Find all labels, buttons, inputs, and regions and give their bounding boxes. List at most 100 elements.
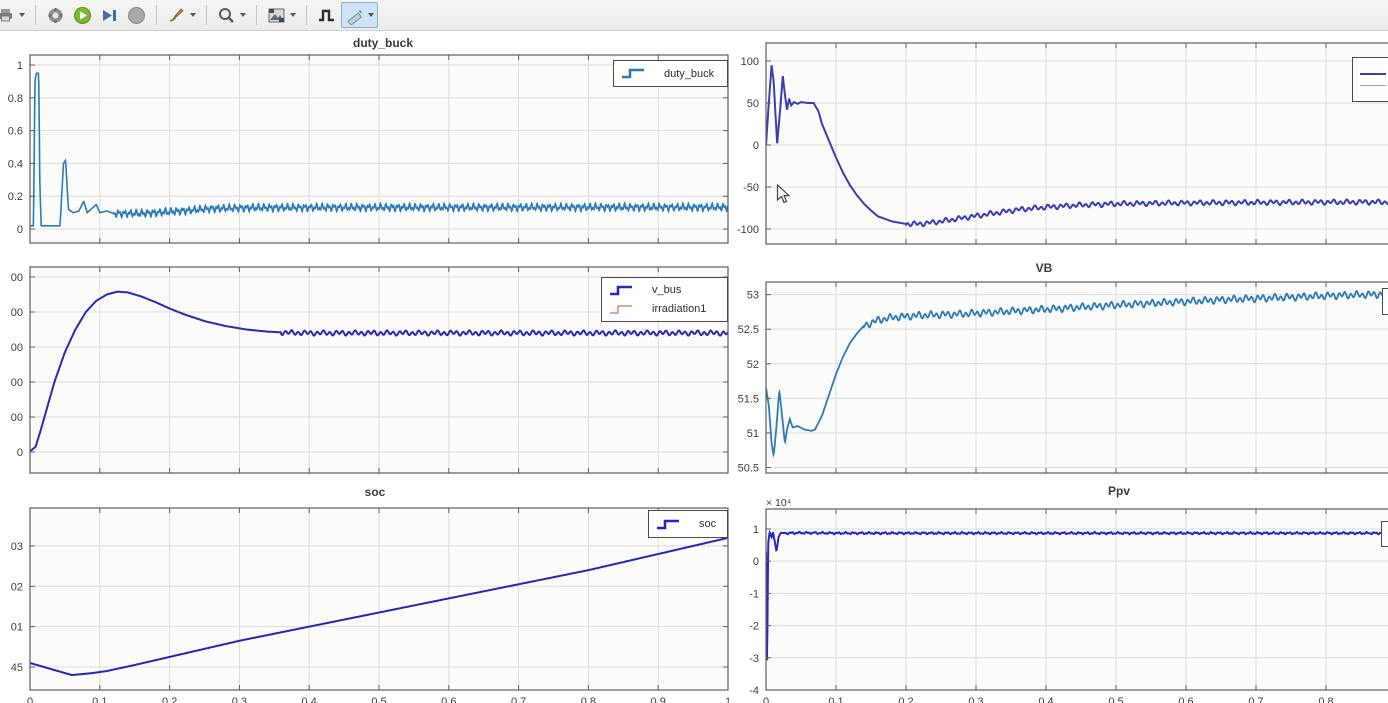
legend-entry: duty_buck xyxy=(620,64,721,83)
measure-button[interactable] xyxy=(341,2,378,28)
y-tick-label: -1 xyxy=(749,588,759,600)
stair-line-icon xyxy=(655,518,681,531)
x-tick-label: 0.5 xyxy=(1108,696,1123,703)
series-signal xyxy=(766,65,1388,228)
plot-series-soc xyxy=(30,536,728,677)
y-tick-label: 0 xyxy=(17,447,23,459)
plot-title-duty-buck: duty_buck xyxy=(352,36,414,50)
y-tick-label: 03 xyxy=(11,541,23,553)
x-tick-label: 0.2 xyxy=(162,696,177,703)
x-tick-label: 1 xyxy=(725,696,731,703)
y-tick-label: 50.5 xyxy=(738,463,759,475)
legend-ppv-clipped[interactable] xyxy=(1381,521,1388,547)
y-tick-label: 0 xyxy=(17,224,23,236)
y-tick-label: 0.6 xyxy=(8,126,23,138)
play-icon xyxy=(74,6,91,24)
trigger-button[interactable] xyxy=(314,3,339,27)
y-tick-label: -50 xyxy=(743,182,759,194)
stop-button[interactable] xyxy=(124,3,149,27)
y-tick-label: 00 xyxy=(11,412,23,424)
stair-line-icon xyxy=(620,67,646,80)
x-tick-label: 0.3 xyxy=(232,696,247,703)
y-tick-label: 51 xyxy=(747,428,759,440)
x-tick-label: 0.7 xyxy=(1248,696,1263,703)
toolbar-separator xyxy=(35,5,36,25)
toolbar-separator xyxy=(206,5,207,25)
plot-Ppv: 1 0 -1 -2 -3 -4 0 0.1 0.2 0.3 0.4 0.5 0.6 0.7 0.8 xyxy=(749,508,1388,703)
fit-view-button[interactable] xyxy=(264,3,299,27)
legend-label: duty_buck xyxy=(664,67,715,80)
plot-series-duty_buck xyxy=(30,72,728,227)
y-tick-label: 00 xyxy=(11,342,23,354)
image-icon xyxy=(268,8,285,22)
print-button[interactable] xyxy=(0,3,28,27)
y-tick-label: 52.5 xyxy=(738,324,759,336)
x-tick-label: 0.2 xyxy=(898,696,913,703)
dropdown-caret-icon[interactable] xyxy=(368,13,374,17)
legend-soc[interactable]: soc xyxy=(648,510,728,538)
toolbar-separator xyxy=(256,5,257,25)
step-forward-button[interactable] xyxy=(97,3,122,27)
style-button[interactable] xyxy=(164,3,199,27)
x-tick-label: 0.4 xyxy=(1038,696,1053,703)
mouse-cursor-icon xyxy=(776,183,794,210)
series-v_bus xyxy=(30,290,728,453)
step-icon xyxy=(103,9,116,21)
plot-title-vb: VB xyxy=(1035,261,1053,275)
dropdown-caret-icon[interactable] xyxy=(290,13,296,17)
zoom-button[interactable] xyxy=(214,3,249,27)
legend-entry: soc xyxy=(655,515,721,534)
y-tick-label: 45 xyxy=(11,662,23,674)
series-soc xyxy=(30,536,728,677)
y-tick-label: -4 xyxy=(749,685,759,697)
y-tick-label: 02 xyxy=(11,581,23,593)
legend-v-bus[interactable]: v_bus irradiation1 xyxy=(601,277,728,322)
plot-series-Ppv xyxy=(766,529,1388,661)
y-tick-label: -3 xyxy=(749,653,759,665)
y-tick-label: 00 xyxy=(11,377,23,389)
y-tick-label: 1 xyxy=(17,60,23,72)
plot-top_right_signal: 100 50 0 -50 -100 xyxy=(737,42,1388,245)
stair-line-icon xyxy=(608,303,634,316)
y-tick-label: 00 xyxy=(11,272,23,284)
y-tick-label: 0 xyxy=(753,556,759,568)
x-tick-label: 0 xyxy=(27,696,33,703)
y-tick-label: 0.8 xyxy=(8,93,23,105)
gear-icon xyxy=(48,7,63,23)
legend-top-right-clipped[interactable] xyxy=(1352,57,1388,102)
dropdown-caret-icon[interactable] xyxy=(190,13,196,17)
x-tick-label: 0.6 xyxy=(1178,696,1193,703)
toolbar-separator xyxy=(306,5,307,25)
series-duty_buck xyxy=(30,72,728,227)
line-icon xyxy=(1360,73,1386,75)
dropdown-caret-icon[interactable] xyxy=(240,13,246,17)
x-tick-label: 0.3 xyxy=(968,696,983,703)
x-tick-label: 0.9 xyxy=(651,696,666,703)
run-button[interactable] xyxy=(70,3,95,27)
series-Ppv xyxy=(766,529,1388,661)
x-tick-label: 0.1 xyxy=(92,696,107,703)
legend-vb-clipped[interactable] xyxy=(1382,288,1388,315)
plot-VB: 53 52.5 52 51.5 51 50.5 xyxy=(738,281,1388,475)
legend-duty-buck[interactable]: duty_buck xyxy=(613,60,728,87)
plot-soc: 03 02 01 45 0 0.1 0.2 0.3 0.4 0.5 0.6 0.7 0.8 0.9 1 xyxy=(11,507,731,703)
y-tick-label: 50 xyxy=(747,98,759,110)
dropdown-caret-icon[interactable] xyxy=(19,13,25,17)
y-tick-label: 51.5 xyxy=(738,393,759,405)
legend-label: irradiation1 xyxy=(652,303,707,315)
plot-series-VB xyxy=(766,289,1388,458)
x-tick-label: 0.1 xyxy=(828,696,843,703)
y-tick-label: 53 xyxy=(747,290,759,302)
y-tick-label: 52 xyxy=(747,359,759,371)
y-tick-label: 0.2 xyxy=(8,191,23,203)
series-VB xyxy=(766,289,1388,458)
settings-button[interactable] xyxy=(43,3,68,27)
brush-icon xyxy=(169,7,184,21)
y-tick-label: 00 xyxy=(11,307,23,319)
legend-label: soc xyxy=(699,518,717,530)
y-tick-label: 0.4 xyxy=(8,158,23,170)
toolbar-separator xyxy=(156,5,157,25)
